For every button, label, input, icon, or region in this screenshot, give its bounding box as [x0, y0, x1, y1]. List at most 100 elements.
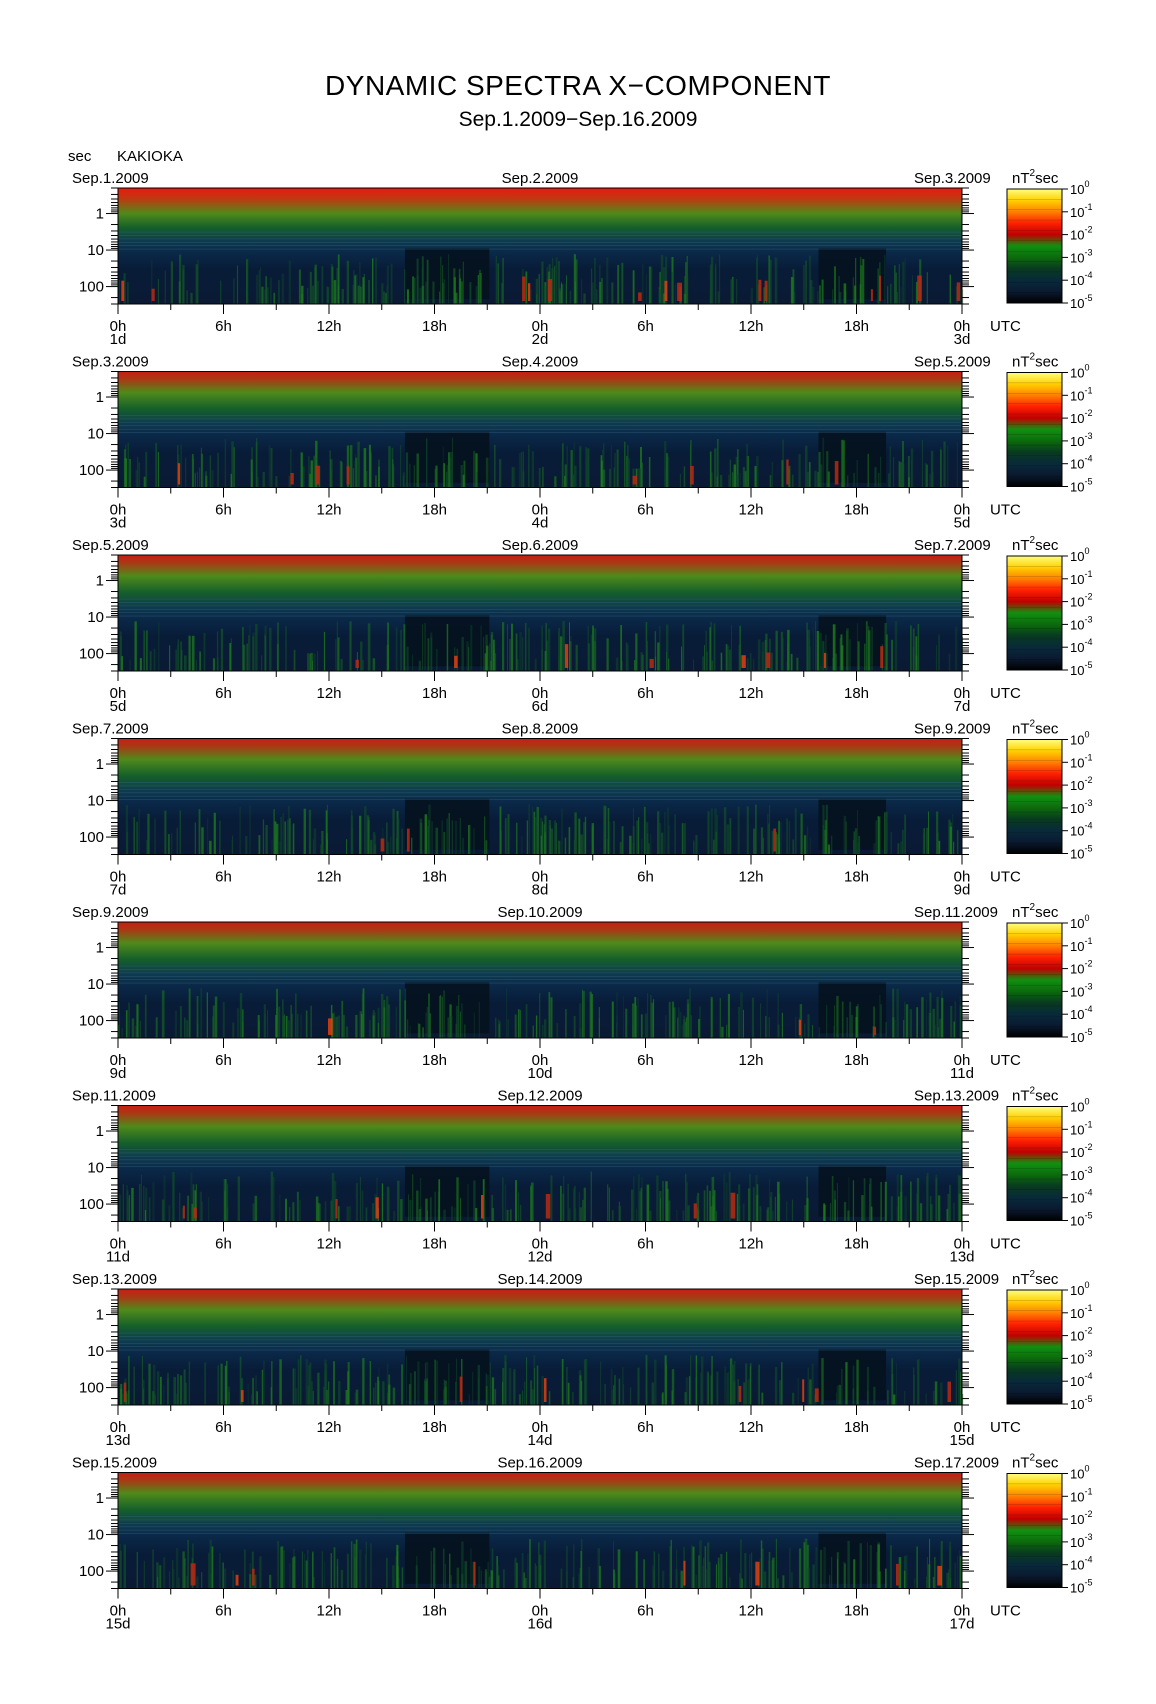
spectral-streak: [781, 460, 784, 488]
spectral-streak: [337, 1015, 340, 1038]
spectral-streak: [873, 1006, 875, 1038]
spectral-streak: [819, 1549, 823, 1589]
spectral-streak: [769, 805, 771, 855]
spectral-streak: [632, 826, 635, 855]
spectral-streak: [406, 646, 409, 671]
spectral-streak: [295, 1388, 298, 1405]
spectral-streak: [884, 1181, 887, 1222]
spectral-streak: [179, 254, 182, 304]
spectral-streak: [459, 818, 461, 855]
spectral-streak: [275, 1015, 277, 1038]
spectral-hotspot: [880, 646, 884, 668]
spectral-streak: [504, 818, 507, 855]
spectral-hotspot: [677, 282, 682, 301]
spectral-streak: [514, 1557, 517, 1589]
spectral-streak: [196, 1576, 199, 1589]
spectral-streak: [129, 1195, 131, 1222]
spectral-streak: [611, 282, 614, 304]
spectral-streak: [935, 645, 938, 671]
spectral-streak: [502, 1368, 505, 1405]
x-tick-label: 6h: [637, 1052, 654, 1069]
spectral-streak: [913, 1367, 915, 1405]
spectral-streak: [155, 443, 158, 488]
spectral-hotspot: [315, 465, 320, 485]
spectral-streak: [736, 278, 738, 304]
spectral-streak: [570, 450, 573, 488]
spectral-streak: [413, 277, 416, 304]
spectral-hotspot: [632, 475, 637, 485]
y-tick-label: 1: [96, 573, 104, 590]
spectral-streak: [890, 831, 892, 855]
spectral-streak: [785, 660, 787, 671]
spectral-streak: [645, 274, 647, 304]
spectral-streak: [475, 1208, 478, 1222]
spectral-streak: [469, 282, 472, 304]
x-tick-label: 12h: [316, 685, 341, 702]
spectral-streak: [679, 473, 681, 488]
spectral-hotspot: [375, 1197, 379, 1219]
spectral-streak: [541, 1024, 544, 1038]
spectral-streak: [660, 254, 664, 304]
spectral-streak: [954, 1562, 957, 1589]
spectral-streak: [443, 279, 446, 304]
spectral-streak: [315, 1196, 319, 1222]
spectral-streak: [583, 822, 586, 855]
spectral-streak: [730, 279, 733, 304]
spectral-streak: [233, 447, 235, 488]
spectral-streak: [832, 624, 836, 671]
spectral-streak: [901, 829, 904, 855]
spectral-streak: [191, 635, 195, 671]
spectral-streak: [118, 1024, 120, 1038]
spectral-streak: [650, 1002, 654, 1038]
spectral-streak: [558, 632, 560, 671]
spectral-streak: [273, 292, 276, 304]
spectral-streak: [446, 624, 449, 671]
spectral-streak: [350, 445, 353, 488]
panel-date-left: Sep.13.2009: [72, 1271, 157, 1288]
spectral-streak: [655, 656, 657, 671]
spectral-streak: [269, 627, 272, 671]
spectral-streak: [831, 835, 833, 855]
spectral-streak: [355, 1539, 358, 1589]
spectral-streak: [937, 1195, 941, 1222]
spectral-streak: [236, 1008, 240, 1038]
spectral-streak: [368, 444, 371, 488]
spectral-streak: [263, 1013, 266, 1038]
spectral-streak: [579, 1027, 582, 1038]
colorbar-unit: nT2sec: [1012, 1269, 1059, 1288]
spectral-streak: [143, 1388, 145, 1405]
spectral-streak: [443, 1209, 446, 1222]
spectral-streak: [728, 474, 730, 488]
spectral-streak: [330, 1200, 333, 1222]
spectral-streak: [207, 1552, 210, 1589]
spectral-streak: [446, 472, 448, 488]
spectral-streak: [176, 1393, 178, 1405]
y-tick-label: 100: [79, 462, 104, 479]
spectral-hotspot: [240, 1390, 244, 1402]
spectral-streak: [490, 634, 493, 671]
spectral-streak: [329, 450, 331, 488]
y-tick-label: 1: [96, 1490, 104, 1507]
spectral-streak: [624, 441, 626, 488]
spectral-streak: [617, 265, 620, 304]
spectral-streak: [370, 454, 372, 488]
spectral-streak: [818, 285, 821, 304]
spectral-streak: [228, 1391, 230, 1405]
spectral-streak: [429, 1013, 431, 1038]
x-tick-label: 6h: [215, 1419, 232, 1436]
spectral-streak: [181, 649, 183, 671]
x-tick-label: 0h: [110, 318, 127, 335]
spectral-streak: [470, 625, 473, 671]
x-tick-label: 18h: [422, 502, 447, 519]
x-tick-label: 0h: [954, 869, 971, 886]
spectral-streak: [442, 446, 444, 488]
spectral-streak: [623, 1384, 625, 1405]
spectral-streak: [590, 268, 593, 304]
spectral-streak: [138, 462, 140, 488]
spectral-streak: [145, 840, 148, 855]
spectral-streak: [292, 1368, 295, 1405]
spectral-streak: [736, 1193, 739, 1222]
spectral-streak: [865, 621, 868, 671]
spectral-streak: [526, 820, 528, 855]
spectral-streak: [273, 1176, 275, 1222]
